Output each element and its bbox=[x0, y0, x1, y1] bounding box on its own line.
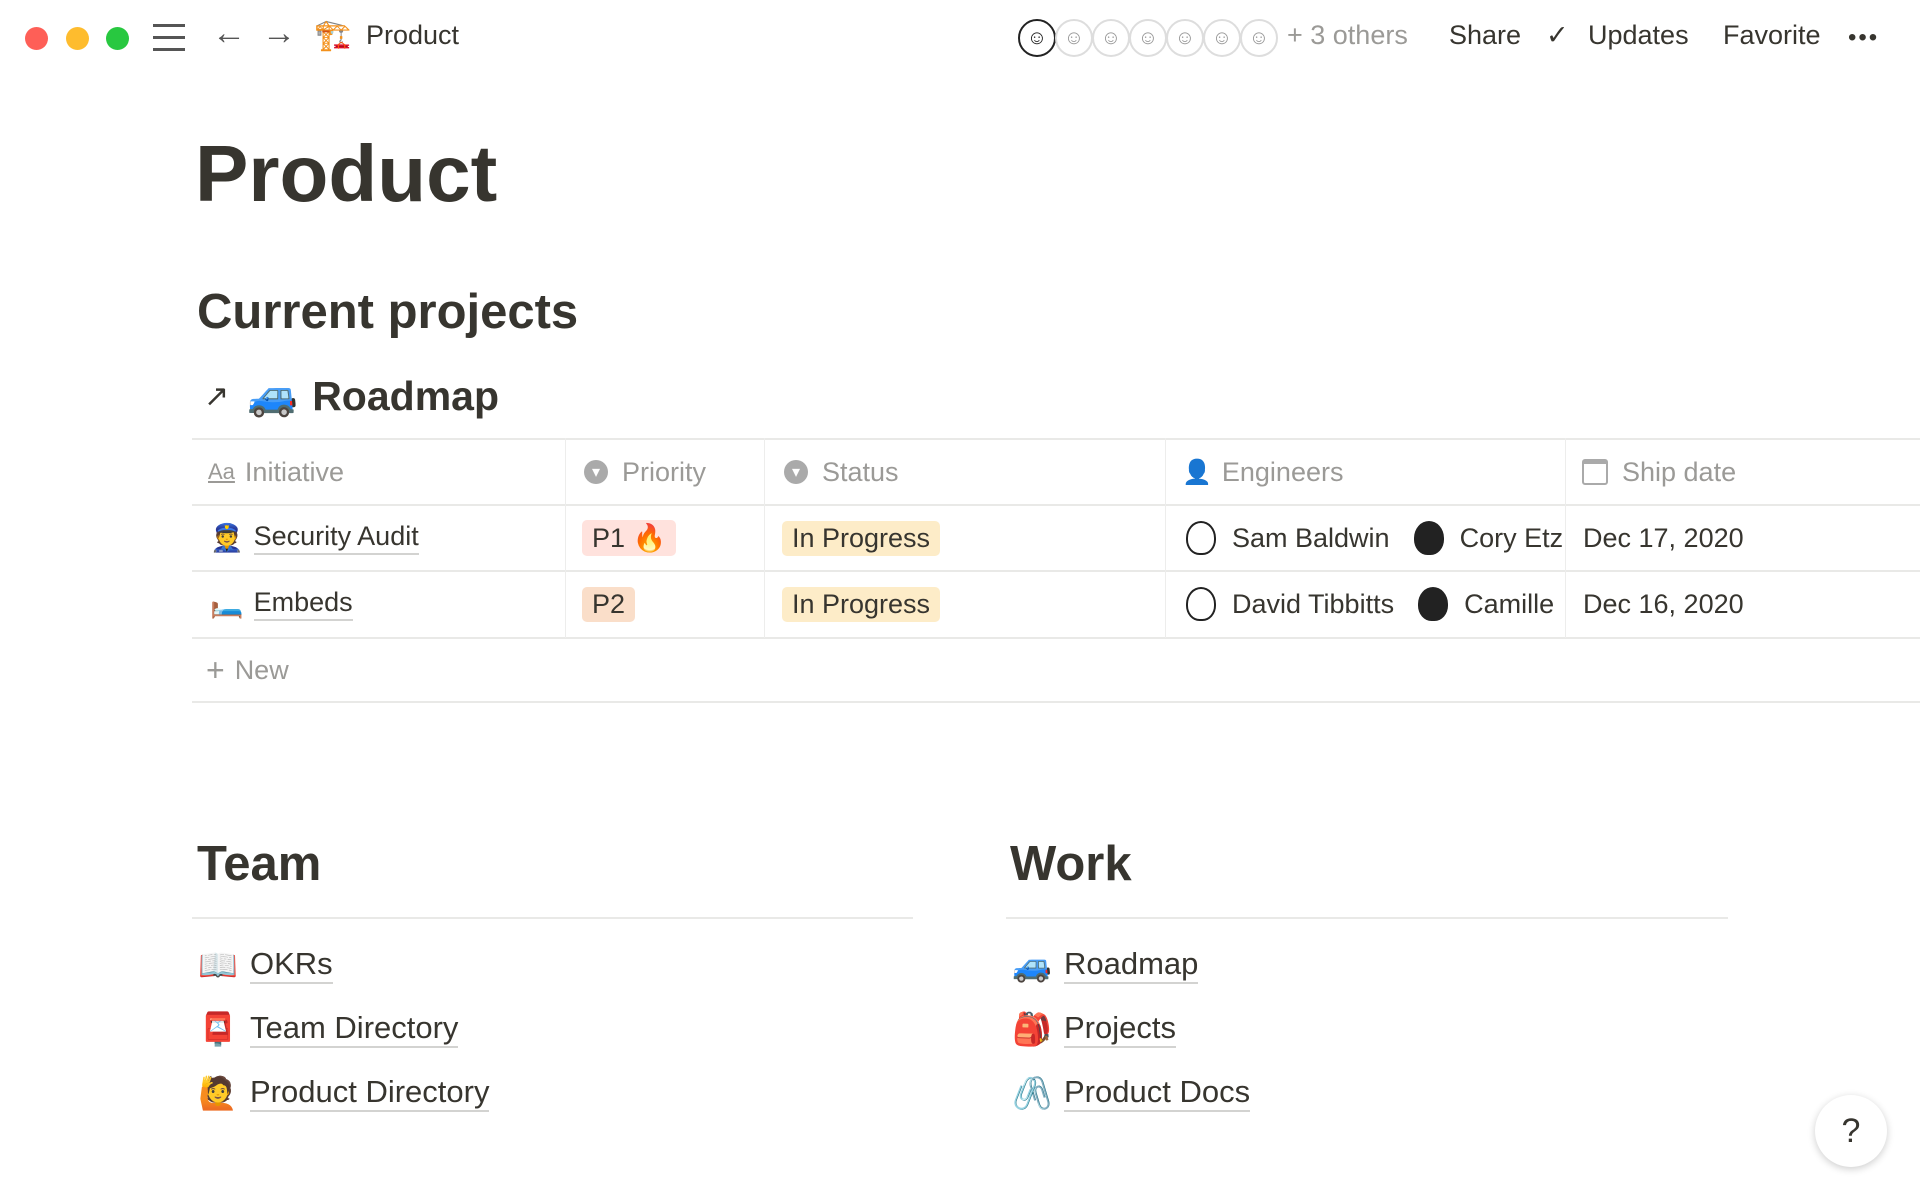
roadmap-table: Aa Initiative ▾ Priority ▾ Status 👤 Engineer… bbox=[192, 438, 1920, 704]
engineer-name: Sam Baldwin bbox=[1232, 522, 1390, 553]
status-cell[interactable]: In Progress bbox=[782, 506, 941, 570]
avatar bbox=[1186, 521, 1216, 555]
column-header-initiative[interactable]: Aa Initiative bbox=[208, 440, 344, 504]
column-header-engineers[interactable]: 👤 Engineers bbox=[1182, 440, 1343, 504]
menu-icon[interactable] bbox=[153, 24, 185, 51]
breadcrumb-product[interactable]: Product bbox=[366, 20, 460, 50]
select-type-icon: ▾ bbox=[584, 460, 608, 484]
link-label: Team Directory bbox=[250, 1010, 459, 1048]
status-tag: In Progress bbox=[782, 520, 941, 556]
avatar[interactable]: ☺ bbox=[1166, 19, 1204, 57]
priority-cell[interactable]: P2 bbox=[582, 572, 636, 636]
car-icon: 🚙 bbox=[1012, 947, 1052, 983]
header-label: Engineers bbox=[1221, 456, 1344, 487]
header-label: Initiative bbox=[244, 456, 344, 487]
page-title: Product bbox=[195, 129, 498, 218]
link-label: Product Directory bbox=[250, 1074, 490, 1112]
help-button[interactable]: ? bbox=[1815, 1095, 1887, 1167]
person-icon: 👤 bbox=[1182, 458, 1212, 486]
updates-button[interactable]: Updates bbox=[1588, 20, 1689, 50]
share-button[interactable]: Share bbox=[1449, 20, 1522, 50]
engineer-name: Cory Etz bbox=[1459, 522, 1564, 553]
ship-date-cell[interactable]: Dec 17, 2020 bbox=[1583, 522, 1744, 553]
avatar[interactable]: ☺ bbox=[1203, 19, 1241, 57]
link-label: OKRs bbox=[250, 946, 333, 984]
link-label: Product Docs bbox=[1064, 1074, 1251, 1112]
table-row-initiative[interactable]: 👮 Security Audit bbox=[210, 506, 419, 570]
person-raising-hand-icon: 🙋 bbox=[198, 1075, 238, 1111]
avatar[interactable]: ☺ bbox=[1129, 19, 1167, 57]
paperclips-icon: 🖇️ bbox=[1012, 1075, 1052, 1111]
work-heading: Work bbox=[1010, 837, 1132, 891]
favorite-button[interactable]: Favorite bbox=[1723, 20, 1821, 50]
list-item-okrs[interactable]: 📖 OKRs bbox=[198, 946, 333, 984]
header-label: Status bbox=[822, 456, 899, 487]
status-tag: In Progress bbox=[782, 586, 941, 622]
back-arrow-icon[interactable]: ← bbox=[212, 14, 246, 52]
divider bbox=[192, 917, 913, 919]
arrow-up-right-icon: ↗ bbox=[204, 379, 230, 413]
link-label: Roadmap bbox=[1064, 946, 1199, 984]
avatar bbox=[1413, 521, 1444, 555]
engineer-name: David Tibbitts bbox=[1232, 588, 1395, 619]
column-header-priority[interactable]: ▾ Priority bbox=[584, 440, 706, 504]
list-item-projects[interactable]: 🎒 Projects bbox=[1012, 1010, 1176, 1048]
text-type-icon: Aa bbox=[208, 459, 235, 484]
postbox-icon: 📮 bbox=[198, 1011, 238, 1047]
avatar bbox=[1418, 587, 1449, 621]
divider bbox=[1006, 917, 1728, 919]
header-label: Ship date bbox=[1622, 456, 1737, 487]
engineers-cell[interactable]: David Tibbitts Camille bbox=[1186, 572, 1565, 636]
table-row-initiative[interactable]: 🛏️ Embeds bbox=[210, 572, 353, 636]
car-icon: 🚙 bbox=[247, 372, 299, 418]
list-item-product-directory[interactable]: 🙋 Product Directory bbox=[198, 1074, 490, 1112]
engineers-cell[interactable]: Sam Baldwin Cory Etz bbox=[1186, 506, 1565, 570]
others-count[interactable]: + 3 others bbox=[1287, 20, 1408, 50]
plus-icon: + bbox=[206, 651, 225, 688]
priority-tag: P1 🔥 bbox=[582, 520, 677, 556]
close-window-button[interactable] bbox=[25, 27, 48, 50]
roadmap-title: Roadmap bbox=[312, 372, 500, 419]
checkmark-icon: ✓ bbox=[1546, 20, 1569, 50]
more-options-button[interactable]: ••• bbox=[1848, 24, 1880, 51]
book-icon: 📖 bbox=[198, 947, 238, 983]
new-label: New bbox=[234, 654, 289, 685]
new-row-button[interactable]: + New bbox=[206, 639, 289, 701]
avatar[interactable]: ☺ bbox=[1018, 19, 1056, 57]
minimize-window-button[interactable] bbox=[66, 27, 89, 50]
avatar[interactable]: ☺ bbox=[1240, 19, 1278, 57]
list-item-product-docs[interactable]: 🖇️ Product Docs bbox=[1012, 1074, 1251, 1112]
section-heading-current-projects: Current projects bbox=[197, 285, 579, 339]
engineer-name: Camille bbox=[1464, 588, 1555, 619]
column-header-ship-date[interactable]: Ship date bbox=[1582, 440, 1736, 504]
backpack-icon: 🎒 bbox=[1012, 1011, 1052, 1047]
avatar bbox=[1186, 587, 1216, 621]
avatar[interactable]: ☺ bbox=[1055, 19, 1093, 57]
list-item-roadmap[interactable]: 🚙 Roadmap bbox=[1012, 946, 1199, 984]
forward-arrow-icon[interactable]: → bbox=[262, 14, 296, 52]
priority-tag: P2 bbox=[582, 586, 636, 622]
list-item-team-directory[interactable]: 📮 Team Directory bbox=[198, 1010, 459, 1048]
header-label: Priority bbox=[622, 456, 707, 487]
police-officer-icon: 👮 bbox=[210, 523, 244, 553]
initiative-link[interactable]: Embeds bbox=[253, 587, 353, 621]
avatar[interactable]: ☺ bbox=[1092, 19, 1130, 57]
ship-date-cell[interactable]: Dec 16, 2020 bbox=[1583, 588, 1744, 619]
select-type-icon: ▾ bbox=[784, 460, 808, 484]
status-cell[interactable]: In Progress bbox=[782, 572, 941, 636]
column-header-status[interactable]: ▾ Status bbox=[784, 440, 899, 504]
roadmap-link[interactable]: ↗ 🚙 Roadmap bbox=[204, 372, 499, 420]
calendar-icon bbox=[1582, 459, 1608, 485]
team-heading: Team bbox=[197, 837, 322, 891]
priority-cell[interactable]: P1 🔥 bbox=[582, 506, 677, 570]
initiative-link[interactable]: Security Audit bbox=[253, 521, 419, 555]
link-label: Projects bbox=[1064, 1010, 1176, 1048]
crane-icon: 🏗️ bbox=[314, 19, 352, 52]
maximize-window-button[interactable] bbox=[106, 27, 129, 50]
bed-icon: 🛏️ bbox=[210, 589, 244, 619]
